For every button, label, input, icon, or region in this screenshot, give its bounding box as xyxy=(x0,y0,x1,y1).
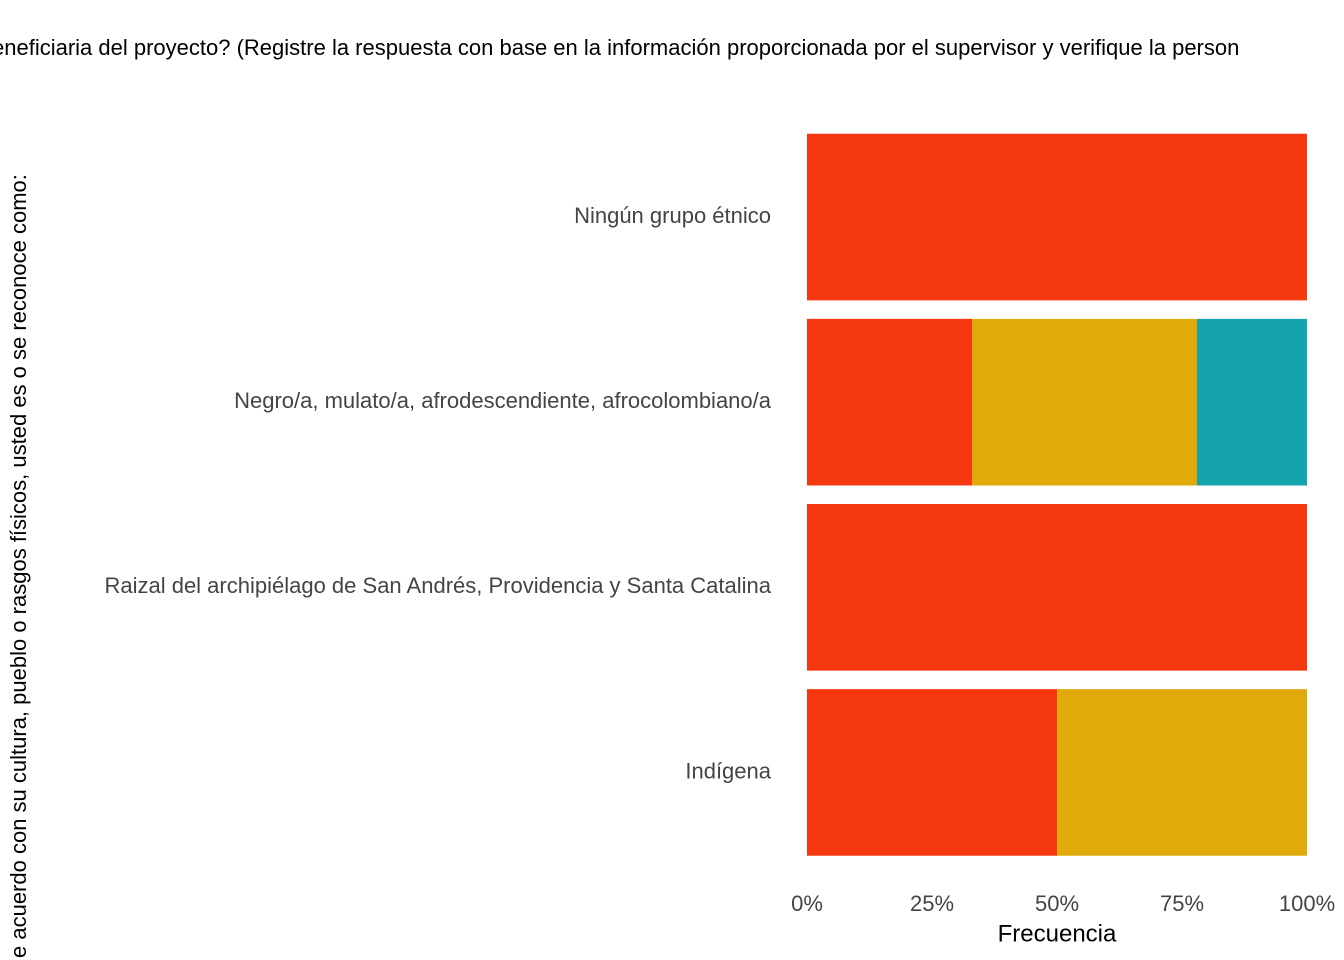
x-tick-label: 50% xyxy=(1035,891,1079,916)
y-axis-label: e acuerdo con su cultura, pueblo o rasgo… xyxy=(6,174,31,958)
bar-segment xyxy=(807,504,1307,671)
bar-segment xyxy=(972,318,1197,486)
bar-segment xyxy=(1057,689,1307,856)
x-tick-label: 0% xyxy=(791,891,823,916)
y-tick-label: Ningún grupo étnico xyxy=(574,203,771,228)
bar-segment xyxy=(807,318,972,486)
y-tick-label: Raizal del archipiélago de San Andrés, P… xyxy=(104,573,771,598)
y-tick-label: Indígena xyxy=(685,758,771,783)
x-tick-label: 25% xyxy=(910,891,954,916)
x-tick-label: 75% xyxy=(1160,891,1204,916)
chart-title: eneficiaria del proyecto? (Registre la r… xyxy=(0,35,1239,60)
x-tick-label: 100% xyxy=(1279,891,1335,916)
bar-segment xyxy=(807,133,1307,301)
bar-segment xyxy=(807,689,1057,856)
x-axis-label: Frecuencia xyxy=(998,920,1117,947)
bar-segment xyxy=(1197,318,1307,486)
y-tick-label: Negro/a, mulato/a, afrodescendiente, afr… xyxy=(234,388,772,413)
